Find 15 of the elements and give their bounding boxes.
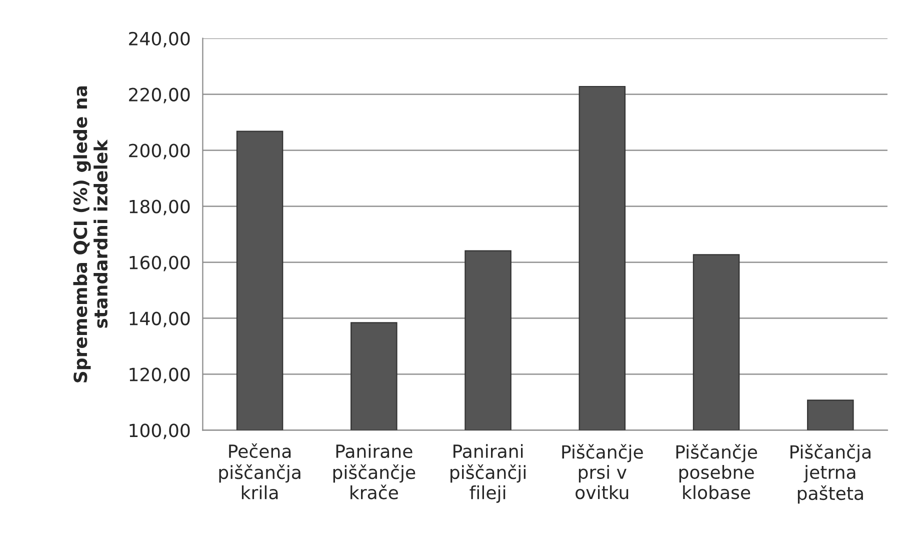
y-tick-label: 200,00	[129, 144, 190, 160]
y-tick-label: 160,00	[130, 256, 190, 272]
x-tick-label: Piščančje prsi v ovitku	[562, 444, 643, 500]
x-tick-label: Piščančja jetrna pašteta	[790, 444, 870, 504]
y-tick-label: 240,00	[129, 32, 190, 48]
y-tick-label: 180,00	[130, 200, 190, 216]
x-tick-label: Piščančje posebne klobase	[676, 444, 758, 500]
y-tick-label: 140,00	[130, 312, 190, 328]
y-tick-label: 100,00	[130, 424, 190, 440]
y-tick-label: 120,00	[130, 368, 190, 384]
x-tick-label: Panirane piščančje krače	[333, 444, 416, 500]
x-tick-label: Panirani piščančji fileji	[450, 444, 526, 503]
y-axis-title: Sprememba QCI (%) glede na standardni izdelek	[73, 86, 108, 382]
x-tick-label: Pečena piščančja krila	[219, 443, 300, 500]
y-tick-label: 220,00	[129, 88, 190, 104]
